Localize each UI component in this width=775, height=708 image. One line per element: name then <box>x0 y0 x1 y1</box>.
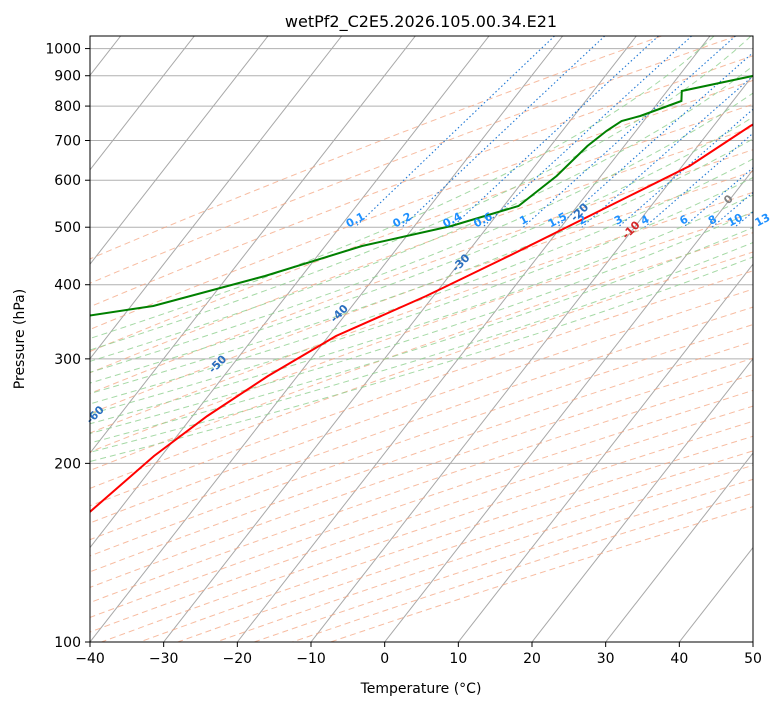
isotherm--80 <box>90 36 269 266</box>
mixing-ratio-label: 13 <box>753 211 773 230</box>
dewpoint-line <box>90 74 753 317</box>
mixing-ratio-line <box>522 36 736 228</box>
isotherm--90 <box>90 36 195 171</box>
dry-adiabat <box>90 149 753 394</box>
mixing-ratio-line <box>683 167 753 228</box>
isotherm-20 <box>531 357 753 642</box>
dry-adiabat <box>90 36 662 260</box>
moist-adiabat <box>90 36 715 339</box>
dry-adiabat <box>90 270 753 507</box>
moist-adiabat <box>90 158 753 405</box>
dry-adiabat <box>90 288 753 524</box>
y-tick-label: 1000 <box>45 42 81 58</box>
chart-title: wetPf2_C2E5.2026.105.00.34.E21 <box>285 12 557 32</box>
y-tick-label: 700 <box>54 133 81 149</box>
mixing-ratio-label: 10 <box>725 211 745 230</box>
dry-adiabat <box>90 324 753 557</box>
dry-adiabat <box>90 103 753 353</box>
dry-adiabat <box>90 170 753 415</box>
isotherm-30 <box>605 452 753 642</box>
y-axis-label: Pressure (hPa) <box>12 289 28 389</box>
x-tick-label: 40 <box>670 651 688 667</box>
x-tick-label: 30 <box>597 651 615 667</box>
moist-adiabat <box>90 65 753 362</box>
moist-adiabat <box>90 36 752 351</box>
moist-adiabat <box>90 92 753 373</box>
y-tick-label: 900 <box>54 69 81 85</box>
x-axis-label: Temperature (°C) <box>360 681 482 697</box>
x-tick-label: 0 <box>380 651 389 667</box>
x-tick-label: −20 <box>223 651 253 667</box>
y-tick-label: 500 <box>54 220 81 236</box>
moist-adiabat <box>90 256 753 463</box>
background-lines <box>90 36 753 642</box>
isotherm--70 <box>90 36 343 360</box>
plot-frame <box>89 35 754 643</box>
moist-adiabat <box>90 116 753 384</box>
mixing-ratio-line <box>354 36 555 228</box>
mixing-ratio-line <box>482 36 692 228</box>
x-tick-label: −30 <box>149 651 179 667</box>
x-tick-label: 20 <box>523 651 541 667</box>
dry-adiabat <box>90 212 753 453</box>
isotherm--60 <box>90 36 416 454</box>
axes: −40 −30 −20 −10 0 10 20 30 40 50 100 200 300 400 500 60… <box>45 42 762 667</box>
y-tick-label: 600 <box>54 173 81 189</box>
y-tick-label: 400 <box>54 278 81 294</box>
y-tick-label: 100 <box>54 635 81 651</box>
moist-adiabat <box>90 138 753 395</box>
sounding-series <box>90 74 753 514</box>
isotherm-10 <box>457 263 753 642</box>
x-tick-label: −40 <box>75 651 105 667</box>
x-tick-label: −10 <box>296 651 326 667</box>
isotherm--30 <box>163 36 637 642</box>
temperature-line <box>90 123 753 514</box>
dry-adiabat <box>90 126 753 374</box>
isotherm--20 <box>236 36 711 642</box>
x-tick-label: 50 <box>744 651 762 667</box>
y-tick-label: 300 <box>54 352 81 368</box>
x-tick-label: 10 <box>449 651 467 667</box>
isotherm-0 <box>384 168 753 642</box>
y-tick-label: 800 <box>54 99 81 115</box>
isotherm--50 <box>90 36 490 549</box>
y-tick-label: 200 <box>54 456 81 472</box>
isotherm--40 <box>90 36 564 642</box>
dry-adiabat <box>90 232 753 471</box>
dry-adiabat <box>90 373 753 604</box>
dry-adiabat <box>90 357 753 588</box>
